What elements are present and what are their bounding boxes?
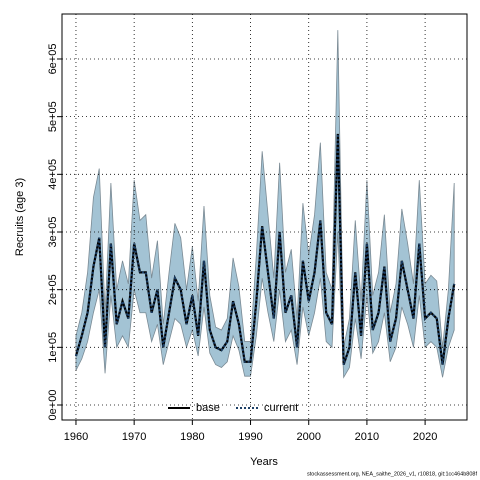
confidence-band bbox=[75, 30, 455, 379]
plot-frame bbox=[61, 13, 468, 421]
x-tick-label: 2020 bbox=[413, 431, 437, 443]
footnote: stockassessment.org, NEA_saithe_2026_v1,… bbox=[307, 471, 477, 477]
x-tick-label: 2010 bbox=[355, 431, 379, 443]
series-line bbox=[75, 133, 456, 365]
x-axis-title: Years bbox=[250, 456, 278, 468]
y-axis-title: Recruits (age 3) bbox=[14, 178, 26, 256]
legend-label: base bbox=[196, 402, 220, 414]
y-tick-label: 2e+05 bbox=[47, 274, 59, 305]
x-tick-label: 1990 bbox=[238, 431, 262, 443]
x-tick-label: 1970 bbox=[122, 431, 146, 443]
y-tick-label: 6e+05 bbox=[47, 44, 59, 75]
legend-label: current bbox=[264, 402, 298, 414]
y-tick-label: 0e+00 bbox=[47, 390, 59, 421]
x-tick-label: 1960 bbox=[64, 431, 88, 443]
y-tick-label: 3e+05 bbox=[47, 217, 59, 248]
y-tick-label: 4e+05 bbox=[47, 159, 59, 190]
y-tick-label: 5e+05 bbox=[47, 101, 59, 132]
x-tick-label: 2000 bbox=[296, 431, 320, 443]
x-tick-label: 1980 bbox=[180, 431, 204, 443]
y-tick-label: 1e+05 bbox=[47, 332, 59, 363]
